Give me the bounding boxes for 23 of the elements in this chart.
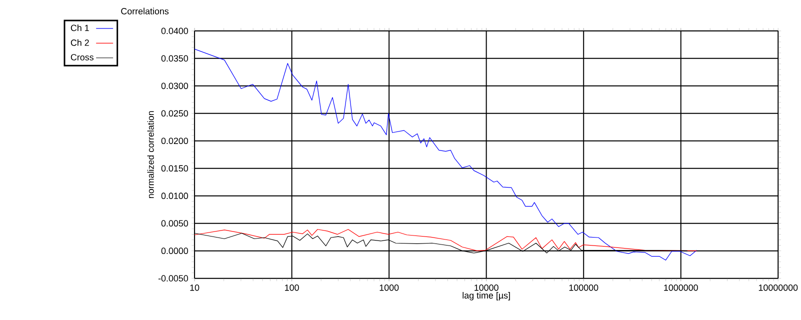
y-tick-label: 0.0050	[161, 220, 188, 226]
x-tick-label: 10	[190, 284, 200, 291]
y-tick-label: 0.0400	[161, 28, 188, 34]
y-tick-label: 0.0100	[161, 192, 188, 199]
legend-label: Ch 2	[70, 39, 89, 46]
x-tick-label: 100000	[569, 284, 598, 291]
y-tick-label: 0.0200	[161, 138, 188, 144]
y-tick-label: -0.0050	[158, 275, 188, 282]
y-tick-label: 0.0150	[161, 165, 188, 172]
chart-title: Correlations	[121, 8, 169, 14]
x-tick-label: 10000000	[758, 284, 798, 291]
y-axis-title: normalized correlation	[147, 111, 154, 198]
x-axis-title: lag time [µs]	[462, 292, 510, 300]
x-tick-label: 1000	[380, 284, 399, 291]
y-tick-label: 0.0250	[161, 110, 188, 116]
legend-label: Cross	[70, 54, 94, 60]
x-tick-label: 10000	[474, 284, 498, 291]
x-tick-label: 100	[285, 284, 299, 291]
legend-label: Ch 1	[70, 24, 89, 31]
y-tick-label: 0.0300	[161, 82, 188, 89]
y-tick-label: 0.0350	[161, 55, 188, 62]
x-tick-label: 1000000	[664, 284, 698, 291]
y-tick-label: 0.0000	[161, 248, 188, 254]
